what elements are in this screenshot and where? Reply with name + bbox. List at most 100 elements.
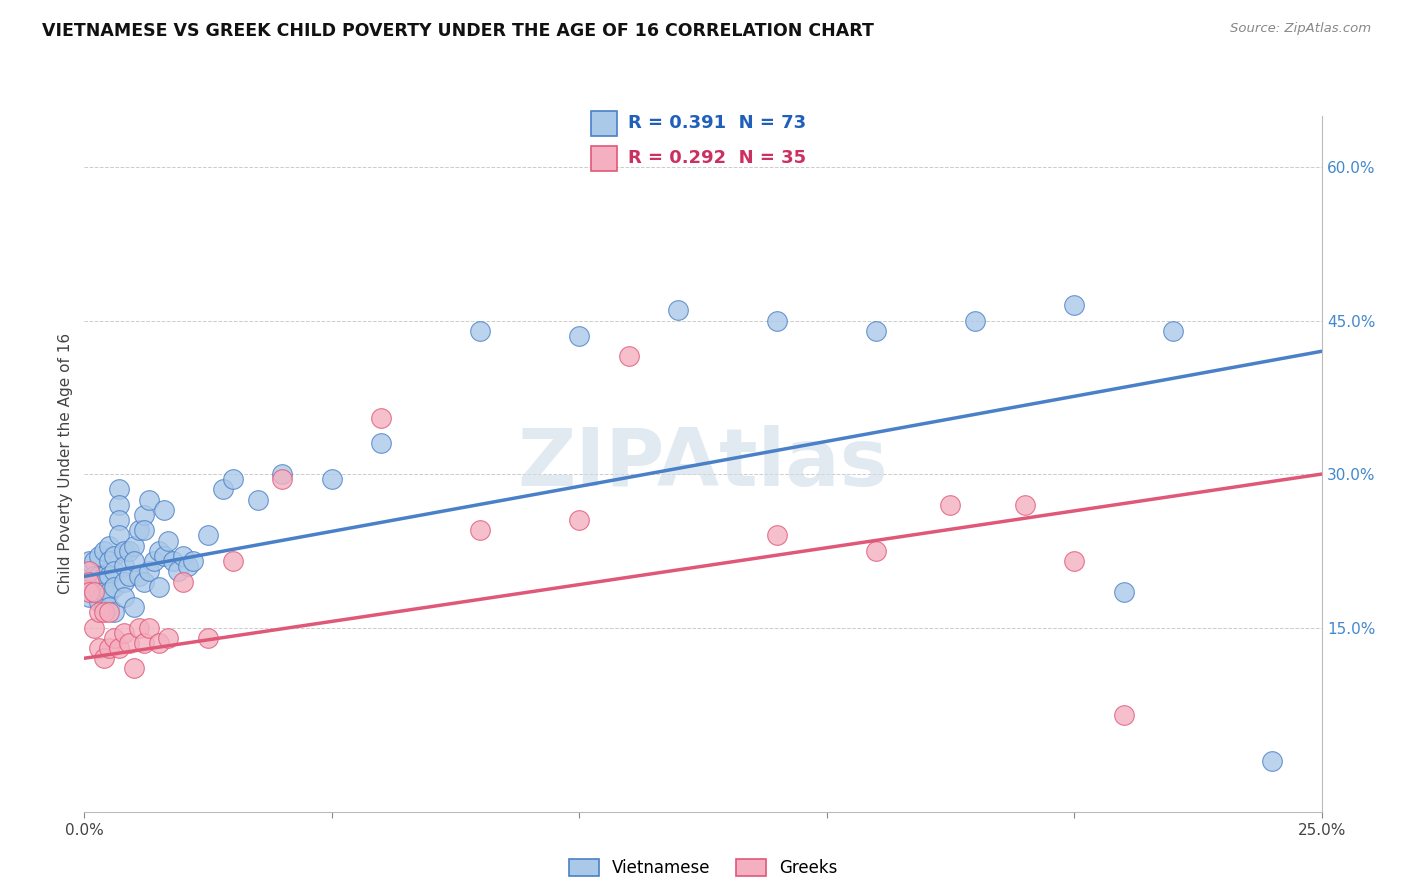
Point [103,549,125,563]
Point [103,564,125,578]
Point [172,549,194,563]
FancyBboxPatch shape [592,111,617,136]
Point [108,528,131,542]
Point [181,554,204,568]
Point [98,554,121,568]
Y-axis label: Child Poverty Under the Age of 16: Child Poverty Under the Age of 16 [58,334,73,594]
Point [98,605,121,619]
Point [118,636,141,650]
Point [89,605,111,619]
Point [132,508,155,522]
Point [212,483,235,497]
Point [132,574,155,589]
Point [103,605,125,619]
Point [1112,707,1135,722]
Point [197,631,219,645]
Point [1014,498,1036,512]
Point [666,303,689,318]
Point [108,640,131,655]
Point [93,584,115,599]
Point [617,350,640,364]
Point [89,640,111,655]
Point [138,492,160,507]
Point [222,554,245,568]
Point [98,600,121,615]
Point [939,498,962,512]
Point [167,564,190,578]
Point [79,574,101,589]
Legend: Vietnamese, Greeks: Vietnamese, Greeks [562,852,844,883]
Point [83,554,105,568]
Point [93,600,115,615]
Point [112,559,135,574]
Point [766,528,789,542]
Point [122,539,145,553]
Point [108,498,131,512]
Point [83,584,105,599]
Point [370,410,392,425]
Point [128,569,150,583]
Point [103,631,125,645]
Point [108,483,131,497]
Point [766,313,789,327]
Point [470,324,492,338]
Point [1063,554,1085,568]
Point [89,549,111,563]
Point [98,569,121,583]
Point [1063,298,1085,312]
Point [865,324,887,338]
Point [148,543,170,558]
Point [177,559,200,574]
Point [89,569,111,583]
Point [112,574,135,589]
Text: ZIPAtlas: ZIPAtlas [517,425,889,503]
Point [470,524,492,538]
Point [79,554,101,568]
Point [370,436,392,450]
Point [132,524,155,538]
Point [79,590,101,604]
Point [162,554,184,568]
Point [271,472,294,486]
Point [197,528,219,542]
Point [79,564,101,578]
Text: R = 0.391  N = 73: R = 0.391 N = 73 [627,114,806,132]
Point [79,584,101,599]
Point [132,636,155,650]
Point [83,584,105,599]
Point [89,584,111,599]
Point [83,574,105,589]
Point [271,467,294,481]
Point [1161,324,1184,338]
Point [93,651,115,665]
Point [112,543,135,558]
Point [568,513,591,527]
Point [1261,754,1284,768]
Point [148,580,170,594]
Point [108,513,131,527]
Point [172,574,194,589]
Point [222,472,245,486]
Point [138,564,160,578]
Text: VIETNAMESE VS GREEK CHILD POVERTY UNDER THE AGE OF 16 CORRELATION CHART: VIETNAMESE VS GREEK CHILD POVERTY UNDER … [42,22,875,40]
Point [568,329,591,343]
Point [118,569,141,583]
Point [103,580,125,594]
Point [865,543,887,558]
Point [98,584,121,599]
Point [112,590,135,604]
Point [152,503,174,517]
Point [83,621,105,635]
Point [122,554,145,568]
Point [128,621,150,635]
Point [157,631,180,645]
Point [122,600,145,615]
Point [93,543,115,558]
Point [112,625,135,640]
FancyBboxPatch shape [592,145,617,171]
Point [148,636,170,650]
Point [98,539,121,553]
Point [93,569,115,583]
Point [246,492,269,507]
Point [965,313,987,327]
